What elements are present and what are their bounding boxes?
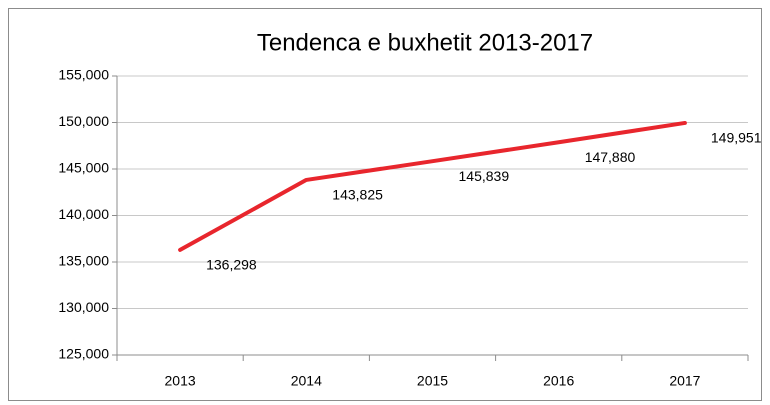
chart-frame xyxy=(8,8,762,401)
data-label: 136,298 xyxy=(206,257,257,273)
data-label: 149,951 xyxy=(711,130,762,146)
y-tick-label: 140,000 xyxy=(58,206,109,222)
chart-title: Tendenca e buxhetit 2013-2017 xyxy=(257,29,593,56)
x-tick-label: 2016 xyxy=(543,373,574,389)
x-tick-label: 2014 xyxy=(291,373,322,389)
line xyxy=(178,120,687,252)
data-label: 143,825 xyxy=(332,187,383,203)
data-label: 147,880 xyxy=(585,149,636,165)
y-tick-label: 125,000 xyxy=(58,346,109,362)
data-label: 145,839 xyxy=(459,168,510,184)
x-tick-label: 2015 xyxy=(417,373,448,389)
y-tick-label: 150,000 xyxy=(58,113,109,129)
x-tick-label: 2017 xyxy=(669,373,700,389)
x-tick-label: 2013 xyxy=(165,373,196,389)
y-tick-label: 135,000 xyxy=(58,253,109,269)
y-tick-label: 145,000 xyxy=(58,160,109,176)
y-tick-label: 130,000 xyxy=(58,299,109,315)
y-tick-label: 155,000 xyxy=(58,67,109,83)
